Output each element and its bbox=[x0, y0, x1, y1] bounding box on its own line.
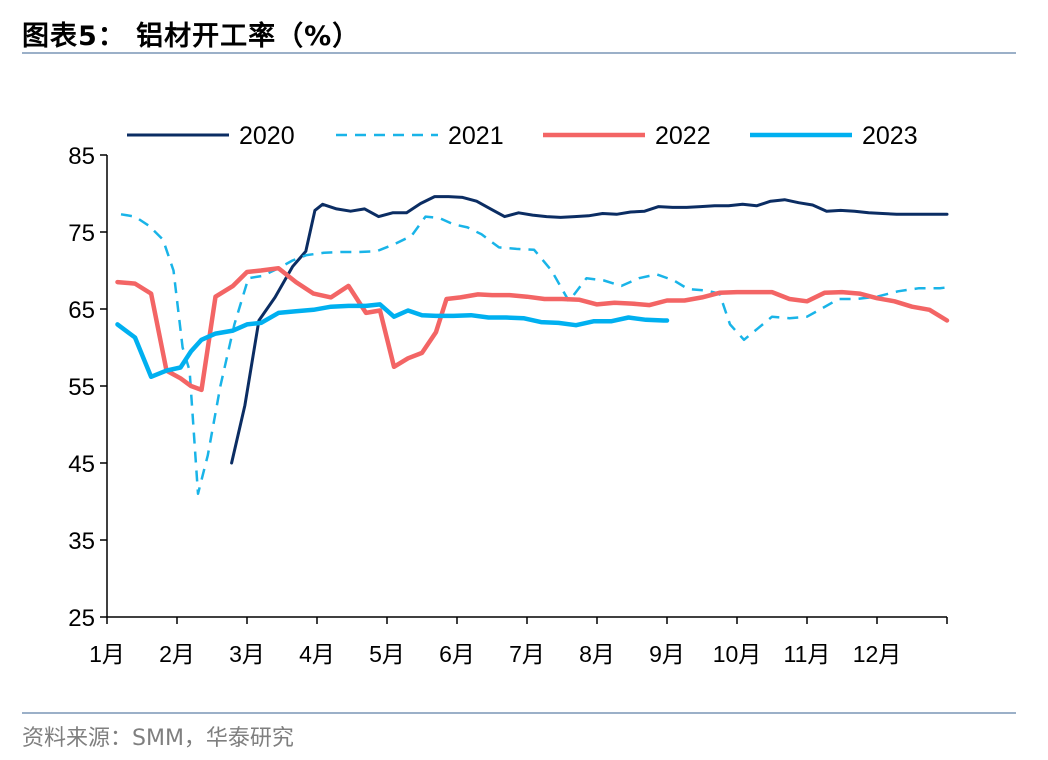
series-line-2022 bbox=[115, 265, 950, 393]
x-tick-label: 2月 bbox=[159, 641, 195, 667]
x-tick-label: 5月 bbox=[369, 641, 405, 667]
legend-label-2023: 2023 bbox=[862, 122, 918, 150]
y-tick-label: 55 bbox=[68, 374, 95, 401]
series-line-2020 bbox=[230, 195, 949, 465]
x-tick-label: 8月 bbox=[579, 641, 615, 667]
source-note: 资料来源：SMM，华泰研究 bbox=[22, 726, 294, 751]
x-tick-label: 3月 bbox=[229, 641, 265, 667]
chart-title: 图表5： 铝材开工率（%） bbox=[22, 21, 361, 52]
y-tick-label: 65 bbox=[68, 297, 95, 324]
legend-label-2022: 2022 bbox=[655, 122, 711, 150]
footer-divider bbox=[22, 712, 1016, 714]
x-tick-label: 6月 bbox=[439, 641, 475, 667]
legend-label-2021: 2021 bbox=[448, 122, 504, 150]
y-tick-label: 85 bbox=[68, 143, 95, 170]
x-tick-label: 4月 bbox=[299, 641, 335, 667]
chart-series bbox=[115, 195, 950, 496]
x-tick-label: 7月 bbox=[509, 641, 545, 667]
aluminum-operating-rate-chart: 25 35 45 55 65 75 85 1月 2月 3月 4月 5月 6月 7月 8月 9月 10月 11月 12… bbox=[68, 122, 950, 667]
chart-legend: 2020 2021 2022 2023 bbox=[127, 122, 918, 150]
x-tick-label: 11月 bbox=[784, 641, 831, 667]
series-line-2023 bbox=[115, 302, 670, 380]
x-tick-label: 10月 bbox=[713, 641, 762, 667]
chart-axes: 25 35 45 55 65 75 85 1月 2月 3月 4月 5月 6月 7月 8月 9月 10月 11月 12… bbox=[68, 143, 948, 667]
header-divider bbox=[22, 52, 1016, 54]
x-tick-label: 1月 bbox=[89, 641, 125, 667]
x-tick-label: 9月 bbox=[649, 641, 685, 667]
y-tick-label: 75 bbox=[68, 220, 95, 247]
y-tick-label: 45 bbox=[68, 451, 95, 478]
series-line-2021 bbox=[120, 213, 948, 496]
y-tick-label: 25 bbox=[68, 605, 95, 632]
legend-label-2020: 2020 bbox=[239, 122, 295, 150]
y-tick-label: 35 bbox=[68, 528, 95, 555]
x-tick-label: 12月 bbox=[853, 641, 902, 667]
